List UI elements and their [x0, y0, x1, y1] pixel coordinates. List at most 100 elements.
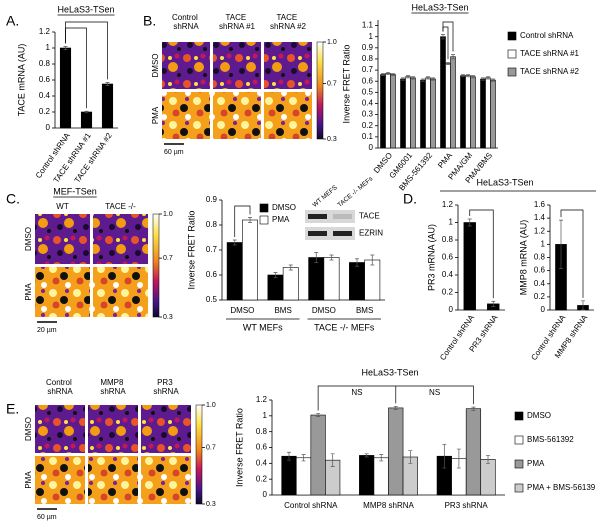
legend-swatch [514, 483, 524, 493]
bar [380, 74, 386, 149]
error-bar [391, 73, 395, 77]
x-tick-label: Control shRNA [438, 313, 476, 362]
significance-bracket [234, 205, 251, 237]
x-tick-label: MMP8 shRNA [363, 501, 414, 510]
image-column-label: TACE shRNA #1 [219, 13, 256, 31]
bar [420, 79, 426, 149]
fret-image [141, 405, 191, 453]
error-bar [486, 76, 490, 80]
chart-title: HeLaS3-TSen [361, 367, 418, 377]
legend-swatch [259, 203, 269, 213]
fret-image [35, 214, 90, 264]
error-bar [364, 453, 369, 458]
error-bar [581, 300, 585, 311]
panel-label: B. [143, 13, 156, 29]
x-tick-label: BMS [274, 306, 291, 315]
bar [410, 77, 416, 149]
blot-strip [305, 227, 355, 240]
bar [59, 47, 72, 129]
image-column-label: Control shRNA [46, 378, 74, 396]
y-tick-label: 0.4 [534, 279, 546, 288]
y-tick-label: 0.6 [206, 270, 218, 279]
y-tick-label: 0 [369, 143, 374, 152]
y-axis-label: PR3 mRNA (AU) [426, 224, 436, 291]
error-bar [105, 82, 110, 86]
blot-band [308, 214, 327, 219]
bar [385, 73, 391, 149]
blot-row-label: EZRIN [359, 229, 383, 238]
panel-label: A. [6, 13, 19, 29]
error-bar [370, 254, 375, 266]
colorbar-tick-label: 1.0 [163, 211, 173, 218]
significance-bracket [560, 209, 584, 298]
y-tick-label: 0.4 [362, 99, 374, 108]
y-tick-label: 0.2 [39, 107, 51, 116]
colorbar-tick-label: 0.7 [206, 444, 216, 451]
bar [465, 75, 471, 149]
legend-swatch [514, 459, 524, 469]
legend-swatch [507, 67, 517, 77]
y-axis-label: TACE mRNA (AU) [16, 44, 26, 117]
scale-bar-label: 20 µm [37, 327, 57, 334]
label-line: shRNA [173, 22, 199, 31]
error-bar [354, 258, 359, 267]
y-tick-label: 1.2 [256, 395, 268, 404]
fret-image [264, 92, 312, 139]
y-tick-label: 0 [263, 490, 268, 499]
bar [445, 63, 451, 149]
y-tick-label: 0.5 [206, 295, 218, 304]
bar [359, 455, 375, 496]
x-tick-label: DMSO [312, 306, 336, 315]
error-bar [471, 75, 475, 79]
y-tick-label: 0.8 [256, 427, 268, 436]
y-tick-label: 0.6 [534, 266, 546, 275]
y-tick-label: 0.2 [256, 474, 268, 483]
bar [364, 259, 381, 301]
label-line: Control [172, 13, 200, 22]
bar [465, 408, 482, 496]
legend-label: TACE shRNA #2 [520, 67, 580, 76]
bar [430, 78, 436, 149]
y-tick-label: 1.2 [534, 226, 546, 235]
y-tick-label: 0.8 [534, 253, 546, 262]
label-line: TACE [277, 13, 300, 22]
bar [480, 459, 496, 496]
label-line: shRNA [47, 387, 73, 396]
y-tick-label: 0.5 [362, 87, 374, 96]
y-tick-label: 0 [541, 305, 546, 314]
panel-title: HeLaS3-TSen [476, 177, 533, 187]
y-tick-label: 0.8 [206, 220, 218, 229]
panel-label: D. [403, 191, 417, 207]
error-bar [393, 405, 398, 410]
scale-bar-label: 60 µm [164, 149, 184, 156]
significance-bracket [65, 27, 87, 109]
image-row-label: PMA [151, 106, 160, 124]
image-row-label: PMA [24, 471, 33, 489]
bar [373, 457, 389, 496]
annotation: NS [429, 388, 440, 397]
label-line: MMP8 [100, 378, 125, 387]
colorbar-tick-label: 0.3 [206, 501, 216, 508]
y-tick-label: 0.3 [362, 110, 374, 119]
colorbar-tick-label: 0.7 [327, 80, 337, 87]
error-bar [451, 54, 455, 60]
colorbar-tick-label: 0.3 [163, 314, 173, 321]
image-column-label: TACE shRNA #2 [270, 13, 307, 31]
error-bar [406, 75, 410, 79]
image-row-label: DMSO [24, 417, 33, 441]
y-axis-label: Inverse FRET Ratio [341, 45, 351, 124]
fret-image [93, 214, 148, 264]
y-tick-label: 1.2 [442, 200, 454, 209]
blot-band [333, 214, 352, 219]
error-bar [411, 76, 415, 80]
x-tick-label: Control shRNA [284, 501, 338, 510]
bar [281, 455, 297, 496]
chart-title: HeLaS3-TSen [411, 2, 468, 12]
significance-bracket [442, 26, 449, 60]
blot-band [308, 231, 327, 236]
fret-image [35, 456, 85, 504]
y-tick-label: 0.7 [362, 65, 374, 74]
label-line: shRNA [100, 387, 126, 396]
y-tick-label: 0 [46, 123, 51, 132]
bar [405, 76, 411, 149]
